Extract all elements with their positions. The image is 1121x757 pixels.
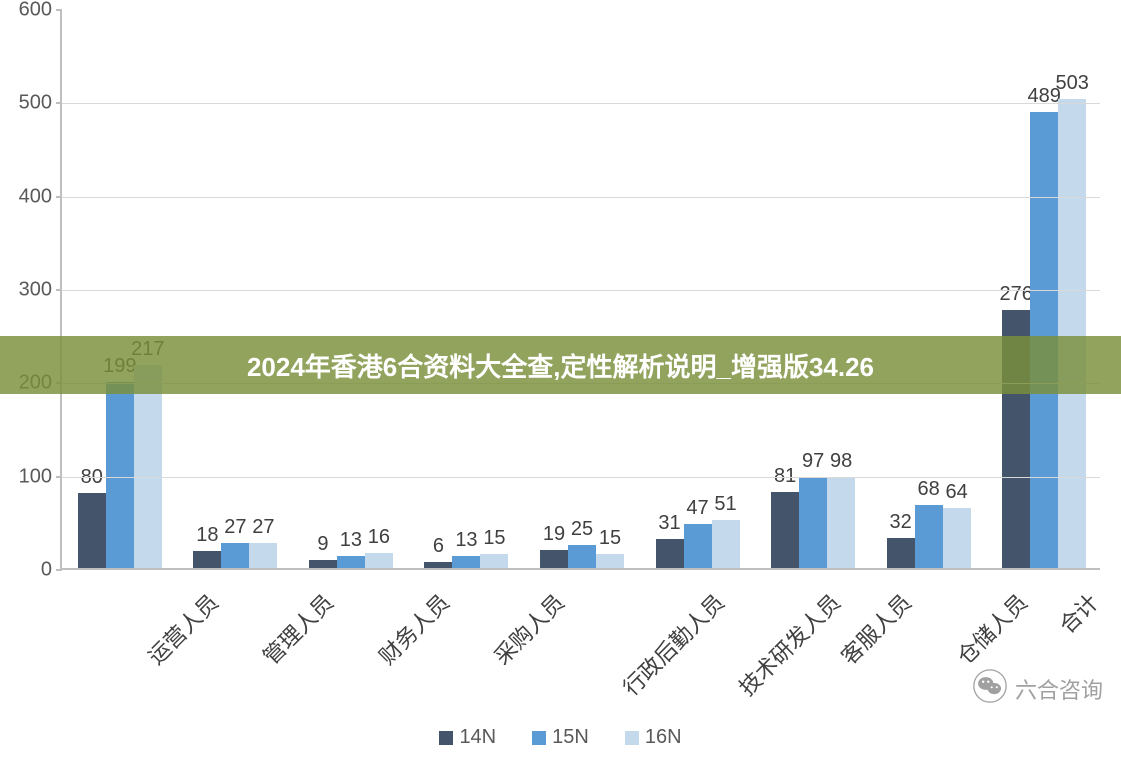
bars-container: 8019921718272791316613151925153147518197… <box>62 10 1100 568</box>
bar-value-label: 276 <box>1000 283 1033 306</box>
y-tick-label: 400 <box>19 185 52 208</box>
bar <box>915 505 943 568</box>
legend-label: 15N <box>552 726 589 748</box>
bar <box>480 554 508 568</box>
bar <box>424 562 452 568</box>
bar-value-label: 9 <box>317 533 328 556</box>
bar <box>943 508 971 568</box>
bar <box>365 553 393 568</box>
bar <box>221 543 249 568</box>
x-category-label: 技术研发人员 <box>730 586 846 702</box>
bar <box>540 550 568 568</box>
bar-value-label: 16 <box>368 526 390 549</box>
y-tick-label: 500 <box>19 92 52 115</box>
legend-item: 14N <box>439 726 496 749</box>
bar <box>78 493 106 568</box>
bar <box>193 551 221 568</box>
bar-value-label: 98 <box>830 450 852 473</box>
bar-value-label: 13 <box>455 529 477 552</box>
bar-value-label: 19 <box>543 523 565 546</box>
bar <box>309 560 337 568</box>
x-category-label: 运营人员 <box>140 586 225 671</box>
bar <box>887 538 915 568</box>
bar <box>1058 99 1086 568</box>
x-category-label: 采购人员 <box>486 586 571 671</box>
x-category-label: 财务人员 <box>371 586 456 671</box>
gridline <box>62 290 1100 291</box>
bar-value-label: 27 <box>224 516 246 539</box>
y-tick-mark <box>56 569 62 571</box>
bar <box>684 524 712 568</box>
gridline <box>62 197 1100 198</box>
bar <box>134 365 162 568</box>
legend: 14N 15N 16N <box>0 726 1121 749</box>
y-tick-mark <box>56 102 62 104</box>
bar <box>656 539 684 568</box>
x-axis-labels: 运营人员管理人员财务人员采购人员行政后勤人员技术研发人员客服人员仓储人员合计 <box>60 580 1100 680</box>
bar-value-label: 27 <box>252 516 274 539</box>
bar-value-label: 31 <box>658 512 680 535</box>
legend-label: 14N <box>459 726 496 748</box>
bar <box>712 520 740 568</box>
legend-label: 16N <box>645 726 682 748</box>
x-category-label: 行政后勤人员 <box>615 586 731 702</box>
bar-value-label: 503 <box>1056 72 1089 95</box>
legend-item: 16N <box>625 726 682 749</box>
gridline <box>62 477 1100 478</box>
y-tick-label: 600 <box>19 0 52 22</box>
bar-value-label: 6 <box>433 535 444 558</box>
bar-value-label: 47 <box>686 497 708 520</box>
bar-value-label: 80 <box>81 466 103 489</box>
bar-value-label: 25 <box>571 518 593 541</box>
bar <box>106 382 134 568</box>
watermark: 六合咨询 <box>973 669 1103 709</box>
legend-swatch <box>625 731 639 745</box>
x-category-label: 仓储人员 <box>948 586 1033 671</box>
overlay-text: 2024年香港6合资料大全查,定性解析说明_增强版34.26 <box>247 347 874 384</box>
legend-swatch <box>532 731 546 745</box>
bar <box>799 477 827 568</box>
y-axis: 0100200300400500600 <box>10 10 60 570</box>
overlay-banner: 2024年香港6合资料大全查,定性解析说明_增强版34.26 <box>0 336 1121 394</box>
watermark-text: 六合咨询 <box>1015 673 1103 705</box>
bar <box>337 556 365 568</box>
bar-value-label: 32 <box>890 511 912 534</box>
x-category-label: 合计 <box>1051 586 1105 640</box>
y-tick-label: 0 <box>41 559 52 582</box>
plot-area: 8019921718272791316613151925153147518197… <box>60 10 1100 570</box>
bar <box>249 543 277 568</box>
legend-swatch <box>439 731 453 745</box>
x-category-label: 客服人员 <box>833 586 918 671</box>
bar-value-label: 15 <box>483 527 505 550</box>
gridline <box>62 103 1100 104</box>
y-tick-label: 300 <box>19 279 52 302</box>
y-tick-label: 100 <box>19 465 52 488</box>
bar-value-label: 68 <box>918 478 940 501</box>
y-tick-mark <box>56 9 62 11</box>
y-tick-mark <box>56 476 62 478</box>
bar-value-label: 97 <box>802 450 824 473</box>
bar <box>596 554 624 568</box>
x-category-label: 管理人员 <box>255 586 340 671</box>
wechat-icon <box>973 669 1015 709</box>
bar-value-label: 18 <box>196 524 218 547</box>
bar-value-label: 15 <box>599 527 621 550</box>
y-tick-mark <box>56 289 62 291</box>
bar-value-label: 13 <box>340 529 362 552</box>
legend-item: 15N <box>532 726 589 749</box>
chart-container: 0100200300400500600 80199217182727913166… <box>60 10 1100 570</box>
bar <box>771 492 799 568</box>
y-tick-mark <box>56 196 62 198</box>
bar <box>452 556 480 568</box>
bar <box>827 477 855 568</box>
bar-value-label: 51 <box>714 493 736 516</box>
bar-value-label: 64 <box>946 481 968 504</box>
bar <box>568 545 596 568</box>
